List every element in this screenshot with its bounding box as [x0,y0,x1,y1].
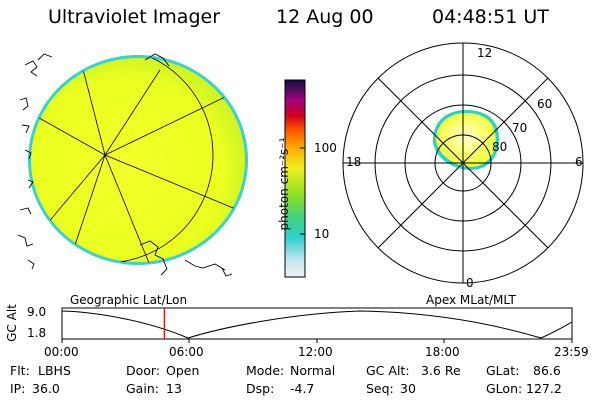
apex-panel-title: Apex MLat/MLT [426,293,516,307]
time-tick-1200: 12:00 [298,345,333,359]
glon-label: GLon: [486,381,523,396]
coastline-outlines [17,53,233,277]
mlt-label-0: 0 [466,276,474,290]
lat-label-80: 80 [492,140,508,154]
mode-label: Mode: [246,363,285,378]
time-tick-1800: 18:00 [425,345,460,359]
geographic-panel-title: Geographic Lat/Lon [70,293,188,307]
dsp-label: Dsp: [246,381,275,396]
colorbar [284,79,306,278]
ip-value: 36.0 [32,381,60,396]
door-value: Open [166,363,200,378]
altitude-plot-frame [61,307,573,340]
mode-value: Normal [290,363,336,378]
gain-value: 13 [166,381,182,396]
seq-label: Seq: [366,381,394,396]
ip-label: IP: [10,381,26,396]
filter-value: LBHS [38,363,71,378]
glon-value: 127.2 [526,381,562,396]
colorbar-scale [284,79,306,278]
geographic-grid [30,57,246,263]
date-label: 12 Aug 00 [276,6,374,28]
altitude-tick-9: 9.0 [27,305,47,319]
uv-disk-emission [31,58,245,262]
dsp-value: -4.7 [290,381,315,396]
auroral-oval [436,113,496,167]
altitude-strip [61,307,573,343]
gc-alt-label: GC Alt: [366,363,410,378]
altitude-tick-1-8: 1.8 [27,326,47,340]
filter-label: Flt: [10,363,30,378]
time-label: 04:48:51 UT [432,6,549,28]
uv-image-panel [17,53,248,277]
gain-label: Gain: [126,381,159,396]
time-tick-2359: 23:59 [554,345,589,359]
gc-alt-value: 3.6 Re [421,363,461,378]
door-label: Door: [126,363,161,378]
colorbar-tick-10: 10 [314,227,330,241]
glat-label: GLat: [486,363,520,378]
glat-value: 86.6 [533,363,561,378]
altitude-axis-label: GC Alt [5,304,19,342]
polar-mlt-plot [342,42,584,284]
time-tick-0600: 06:00 [169,345,204,359]
colorbar-tick-100: 100 [314,141,337,155]
seq-value: 30 [400,381,416,396]
mlt-label-12: 12 [477,46,493,60]
altitude-curve [61,310,573,339]
mlt-label-18: 18 [346,155,362,169]
lat-label-60: 60 [537,97,553,111]
colorbar-unit-label: photon cm⁻²s⁻¹ [277,137,291,231]
time-tick-0000: 00:00 [44,345,79,359]
mlt-label-6: 6 [575,155,583,169]
lat-label-70: 70 [512,121,528,135]
instrument-title: Ultraviolet Imager [48,6,221,28]
